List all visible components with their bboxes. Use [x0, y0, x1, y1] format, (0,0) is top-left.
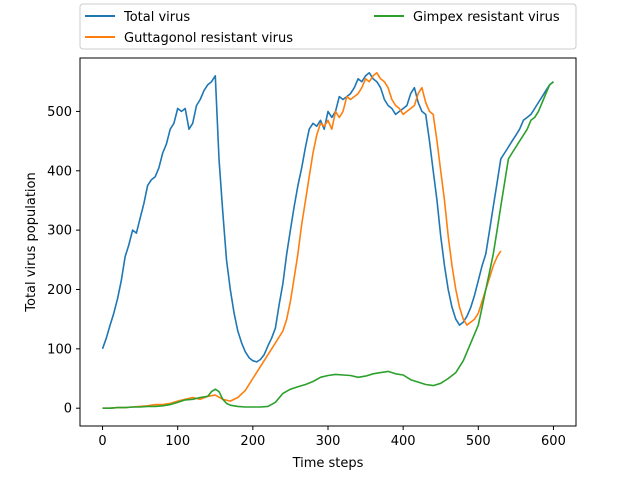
- legend: Total virus Guttagonol resistant virus G…: [79, 3, 577, 50]
- series-layer: [101, 72, 554, 410]
- x-tick-label: 200: [240, 434, 265, 449]
- series-line-total-virus: [101, 72, 554, 363]
- x-tick-label: 500: [466, 434, 491, 449]
- x-tick-label: 600: [541, 434, 566, 449]
- x-axis: 0 100 200 300 400 500 600: [98, 426, 566, 449]
- y-tick-label: 400: [47, 164, 72, 179]
- x-tick-label: 400: [391, 434, 416, 449]
- y-tick-label: 500: [47, 105, 72, 120]
- legend-label-total-virus: Total virus: [123, 10, 190, 25]
- legend-box: [79, 3, 577, 50]
- y-axis: 0 100 200 300 400 500: [47, 105, 80, 417]
- y-tick-label: 100: [47, 342, 72, 357]
- series-line-gimpex-resistant-virus: [102, 81, 554, 410]
- y-tick-label: 0: [64, 402, 72, 417]
- y-tick-label: 300: [47, 224, 72, 239]
- legend-label-gimpex: Gimpex resistant virus: [413, 10, 560, 25]
- x-tick-label: 0: [98, 434, 106, 449]
- legend-label-guttagonol: Guttagonol resistant virus: [124, 31, 293, 46]
- x-tick-label: 100: [165, 434, 190, 449]
- x-axis-label: Time steps: [292, 456, 364, 471]
- x-tick-label: 300: [316, 434, 341, 449]
- y-axis-label: Total virus population: [24, 172, 39, 312]
- y-tick-label: 200: [47, 283, 72, 298]
